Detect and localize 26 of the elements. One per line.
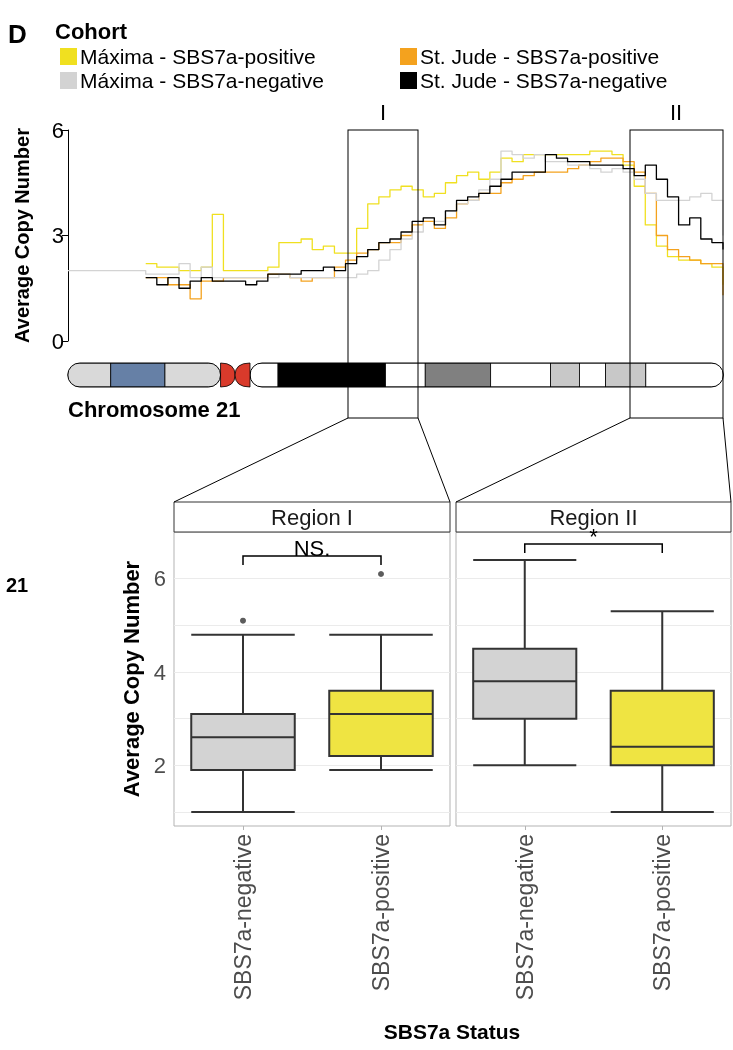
y-tick-label: 2: [153, 752, 166, 778]
legend-label: St. Jude - SBS7a-negative: [420, 69, 668, 92]
chart-title: Region I: [271, 504, 353, 530]
text: I: [379, 100, 387, 126]
y-axis-title: Average Copy Number: [119, 560, 145, 798]
x-tick-label: SBS7a-negative: [230, 834, 256, 1001]
y-axis-title: Average Copy Number: [11, 127, 33, 343]
y-tick-label: 6: [153, 566, 166, 592]
y-tick-label: 0: [51, 328, 64, 354]
annotation: NS.: [293, 535, 331, 561]
text: D: [8, 19, 27, 49]
y-tick-label: 3: [51, 223, 64, 248]
legend-label: St. Jude - SBS7a-positive: [420, 45, 660, 68]
x-axis-title: Chromosome 21: [68, 396, 241, 422]
x-tick-label: SBS7a-positive: [368, 834, 394, 992]
legend-title: Cohort: [55, 18, 128, 44]
x-tick-label: SBS7a-positive: [649, 834, 676, 992]
x-axis-title: SBS7a Status: [383, 1020, 521, 1044]
x-tick-label: SBS7a-negative: [511, 834, 538, 1001]
legend-label: Máxima - SBS7a-positive: [80, 45, 316, 68]
chart-title: Region II: [549, 504, 638, 530]
text: II: [669, 100, 683, 126]
y-tick-label: 4: [153, 659, 166, 685]
legend-label: Máxima - SBS7a-negative: [80, 69, 324, 92]
text: 21: [6, 574, 29, 596]
y-tick-label: 6: [51, 117, 64, 143]
